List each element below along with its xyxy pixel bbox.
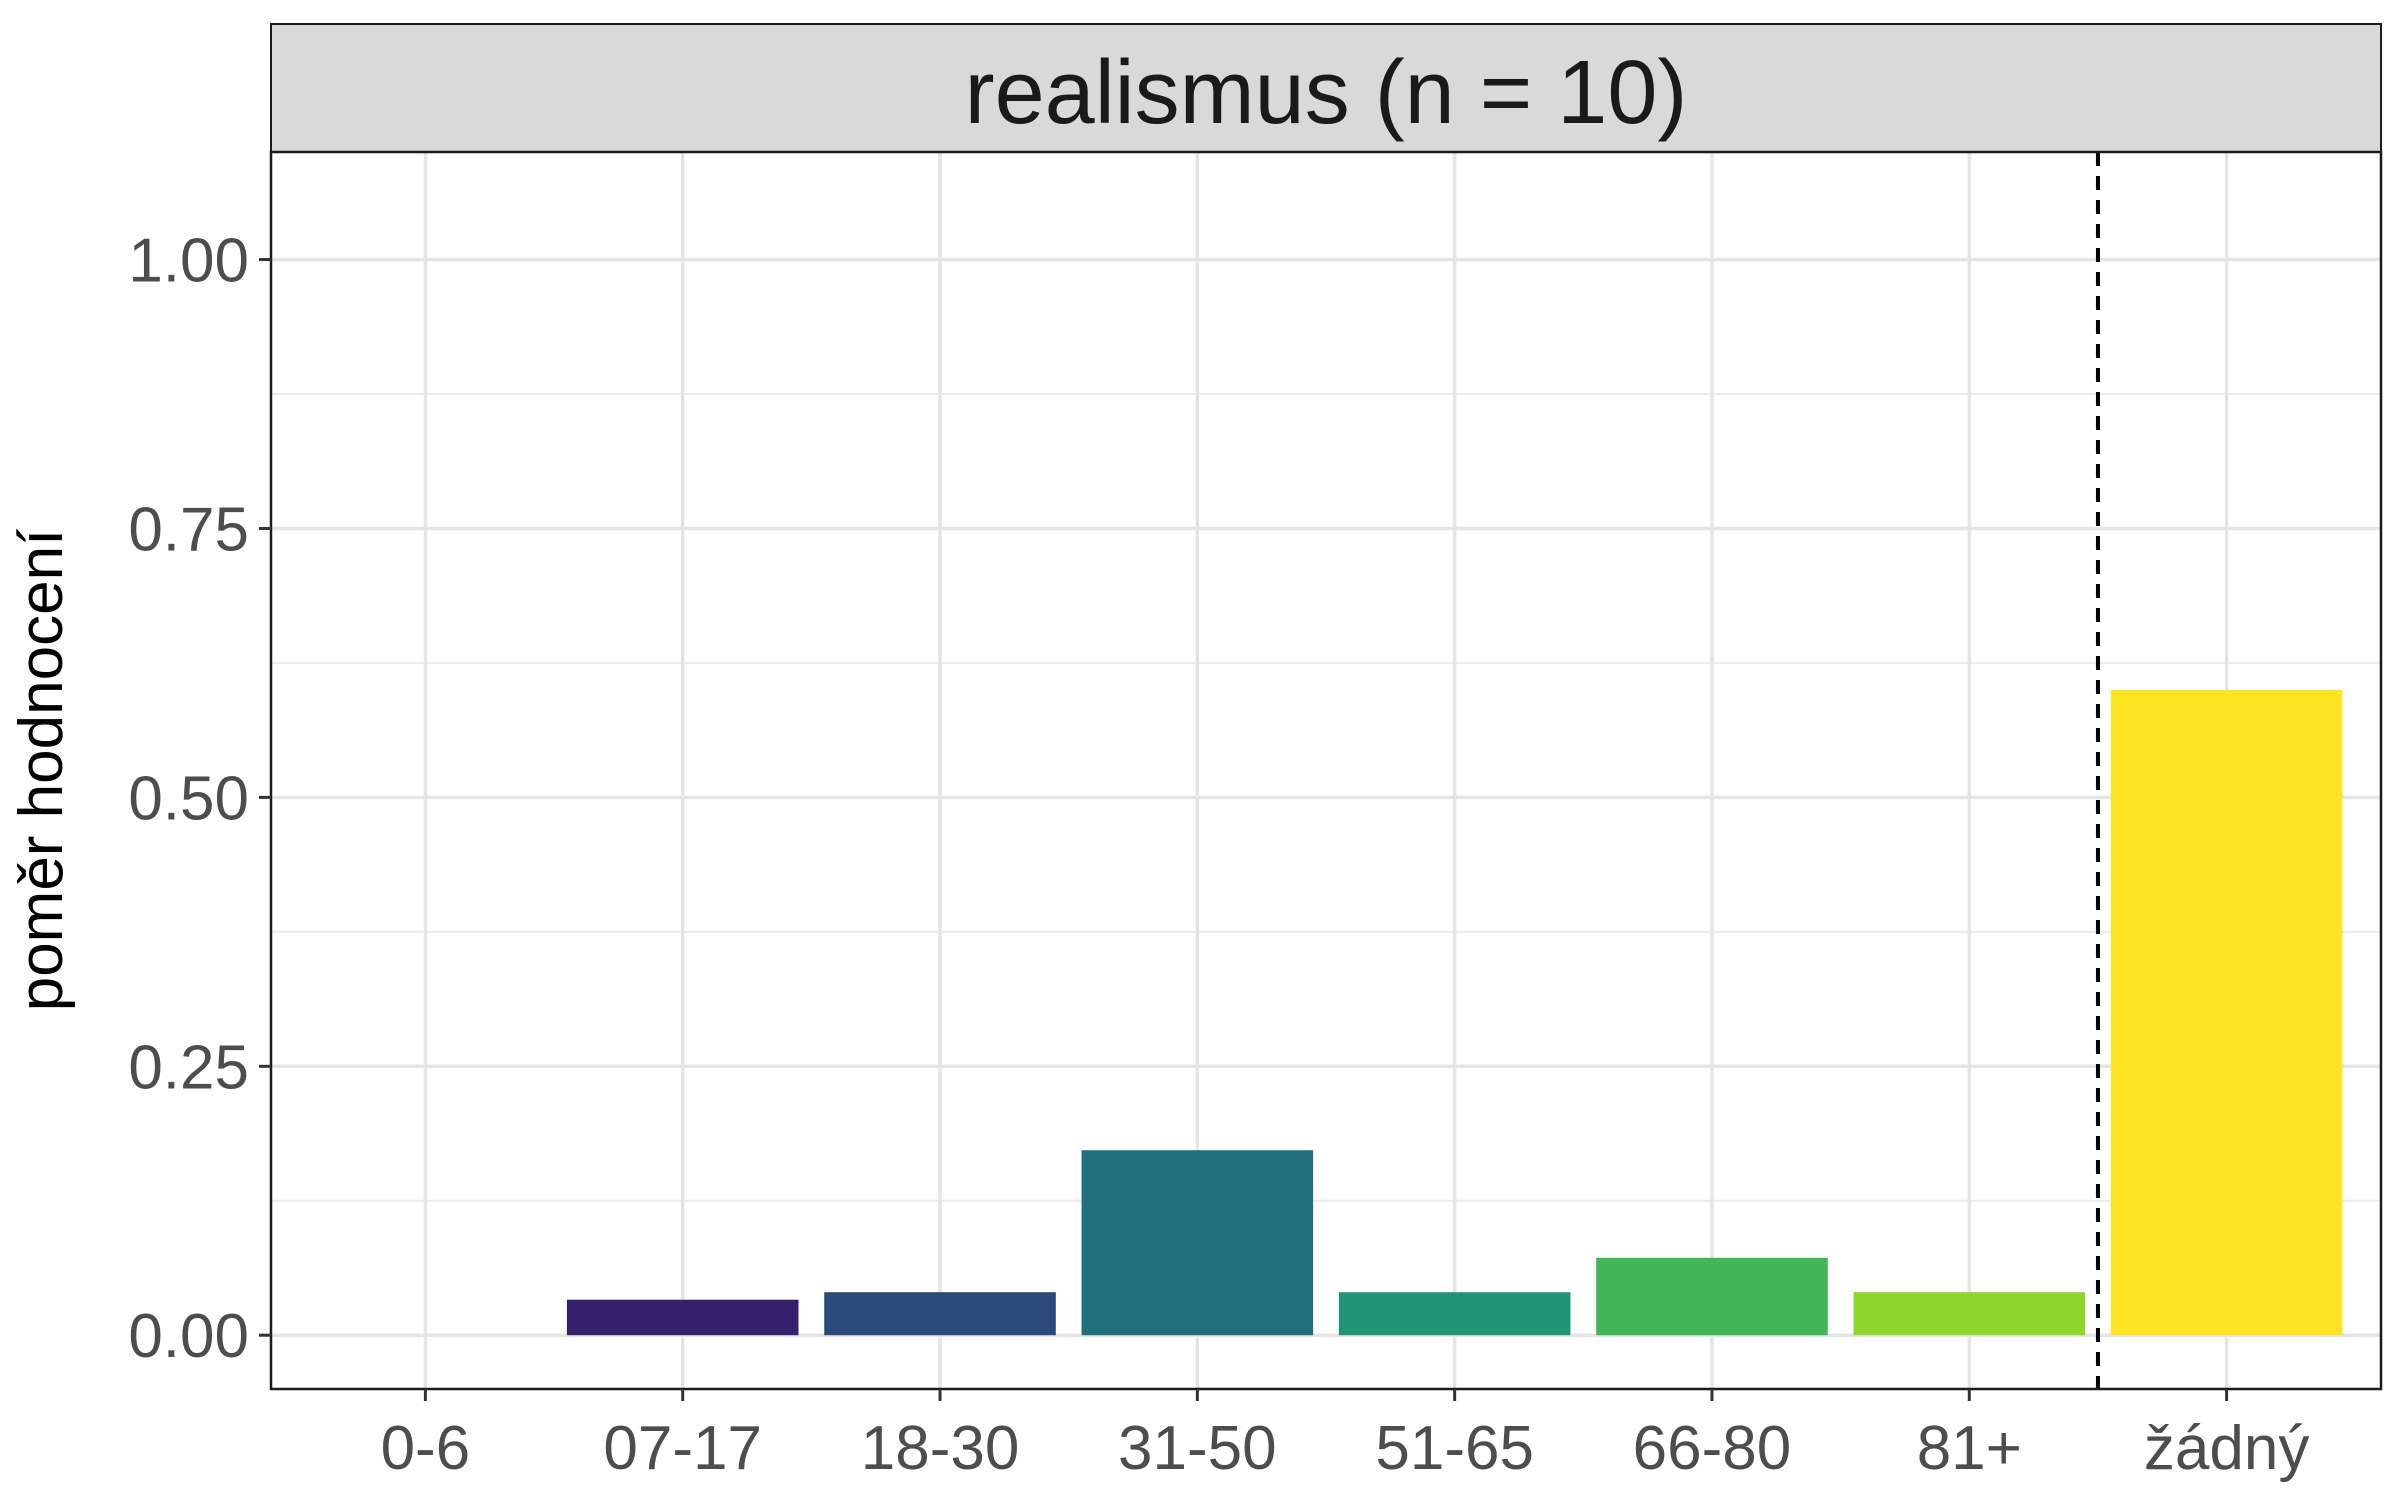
- y-axis-label: poměr hodnocení: [7, 529, 76, 1012]
- x-tick-label: 66-80: [1633, 1414, 1792, 1483]
- y-tick-label: 0.75: [128, 495, 249, 564]
- plot-panel: [271, 152, 2381, 1389]
- x-axis: 0-6 07-17 18-30 31-50 51-65 66-80 81+ žádný: [381, 1389, 2309, 1483]
- y-tick-label: 0.00: [128, 1302, 249, 1371]
- minor-gridlines: [271, 393, 2381, 1202]
- y-axis: 0.00 0.25 0.50 0.75 1.00: [128, 227, 271, 1371]
- chart-title: realismus (n = 10): [965, 43, 1688, 143]
- y-tick-label: 0.25: [128, 1033, 249, 1102]
- bars: [566, 689, 2343, 1336]
- x-tick-label: 51-65: [1375, 1414, 1534, 1483]
- x-tick-label: 18-30: [861, 1414, 1020, 1483]
- x-tick-label: 31-50: [1118, 1414, 1277, 1483]
- bar-07-17: [566, 1299, 799, 1336]
- bar-51-65: [1338, 1292, 1571, 1336]
- y-tick-label: 0.50: [128, 764, 249, 833]
- x-tick-label: 07-17: [603, 1414, 762, 1483]
- x-tick-label: 0-6: [381, 1414, 471, 1483]
- major-gridlines: [271, 152, 2381, 1389]
- bar-žádný: [2110, 689, 2343, 1336]
- bar-81+: [1853, 1292, 2086, 1336]
- bar-66-80: [1596, 1257, 1828, 1336]
- bar-18-30: [824, 1292, 1056, 1336]
- plot-border: [269, 150, 2383, 1391]
- x-tick-label: žádný: [2144, 1414, 2309, 1483]
- bar-31-50: [1081, 1150, 1314, 1336]
- x-tick-label: 81+: [1917, 1414, 2022, 1483]
- facet-strip: [270, 23, 2382, 153]
- y-tick-label: 1.00: [128, 227, 249, 296]
